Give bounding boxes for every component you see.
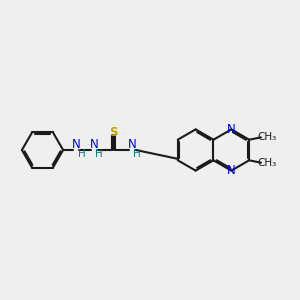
Text: N: N (90, 139, 98, 152)
Text: H: H (95, 149, 103, 159)
Text: N: N (72, 139, 81, 152)
Text: H: H (77, 149, 85, 159)
Text: H: H (134, 149, 141, 159)
Text: N: N (227, 164, 236, 177)
Text: CH₃: CH₃ (257, 158, 276, 168)
Text: N: N (128, 139, 137, 152)
Text: N: N (227, 123, 236, 136)
Text: S: S (109, 126, 117, 139)
Text: CH₃: CH₃ (257, 132, 276, 142)
